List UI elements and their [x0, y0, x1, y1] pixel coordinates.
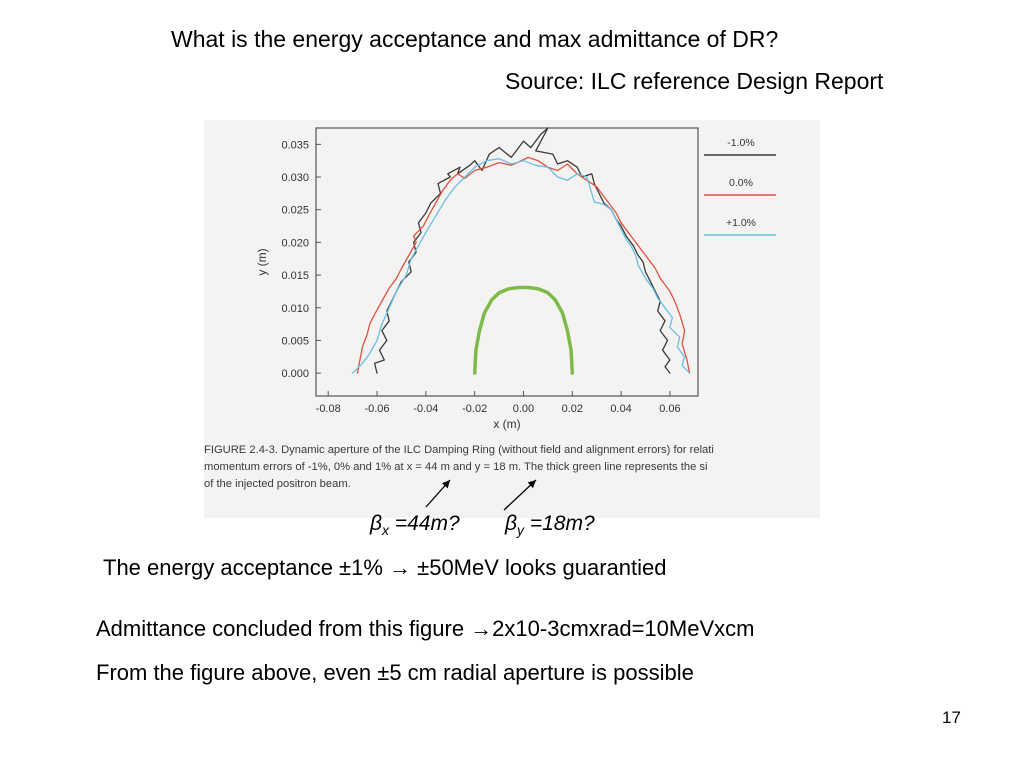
x-tick-label: 0.04 [610, 403, 631, 415]
y-tick-label: 0.020 [281, 237, 309, 249]
radial-aperture-text: From the figure above, even ±5 cm radial… [96, 660, 694, 685]
beta-x-arrow [425, 479, 451, 508]
caption-line: of the injected positron beam. [204, 478, 351, 490]
y-tick-label: 0.035 [281, 139, 309, 151]
y-tick-label: 0.030 [281, 172, 309, 184]
y-tick-label: 0.015 [281, 270, 309, 282]
x-tick-label: 0.00 [513, 403, 534, 415]
x-tick-label: -0.04 [413, 403, 438, 415]
x-tick-label: 0.06 [659, 403, 680, 415]
energy-acceptance-text: The energy acceptance ±1% → ±50MeV looks… [103, 555, 667, 580]
caption-line: momentum errors of -1%, 0% and 1% at x =… [204, 461, 708, 473]
caption-line: FIGURE 2.4-3. Dynamic aperture of the IL… [204, 444, 714, 456]
plot-frame [315, 127, 699, 397]
series-line [373, 127, 671, 374]
annotation-arrows [425, 479, 537, 511]
series-line [356, 156, 691, 374]
dynamic-aperture-chart: -0.08 -0.06 -0.04 -0.02 0.00 0.02 0.04 0.06 0.0… [255, 127, 776, 431]
beta-y-arrow [503, 479, 537, 511]
y-tick-label: 0.005 [281, 335, 309, 347]
beta-y-label: βy =18m? [505, 512, 595, 539]
x-tick-label: -0.06 [364, 403, 389, 415]
y-axis-label: y (m) [255, 248, 269, 275]
legend-label: -1.0% [727, 137, 754, 149]
admittance-text: Admittance concluded from this figure →2… [96, 616, 755, 641]
y-tick-label: 0.000 [281, 368, 309, 380]
x-axis-label: x (m) [493, 417, 520, 431]
series-line-injected-beam [472, 285, 575, 375]
legend-label: 0.0% [729, 177, 753, 189]
series-line [351, 158, 691, 374]
y-tick-label: 0.025 [281, 205, 309, 217]
x-tick-label: -0.08 [316, 403, 341, 415]
beta-x-label: βx =44m? [370, 512, 460, 539]
page-number: 17 [942, 708, 961, 727]
figure-panel: -0.08 -0.06 -0.04 -0.02 0.00 0.02 0.04 0.06 0.0… [204, 120, 820, 518]
y-tick-label: 0.010 [281, 303, 309, 315]
figure-caption: FIGURE 2.4-3. Dynamic aperture of the IL… [204, 442, 820, 493]
source-citation: Source: ILC reference Design Report [505, 68, 884, 94]
x-tick-label: -0.02 [462, 403, 487, 415]
slide-title: What is the energy acceptance and max ad… [171, 26, 779, 52]
x-tick-label: 0.02 [562, 403, 583, 415]
legend-label: +1.0% [726, 217, 756, 229]
